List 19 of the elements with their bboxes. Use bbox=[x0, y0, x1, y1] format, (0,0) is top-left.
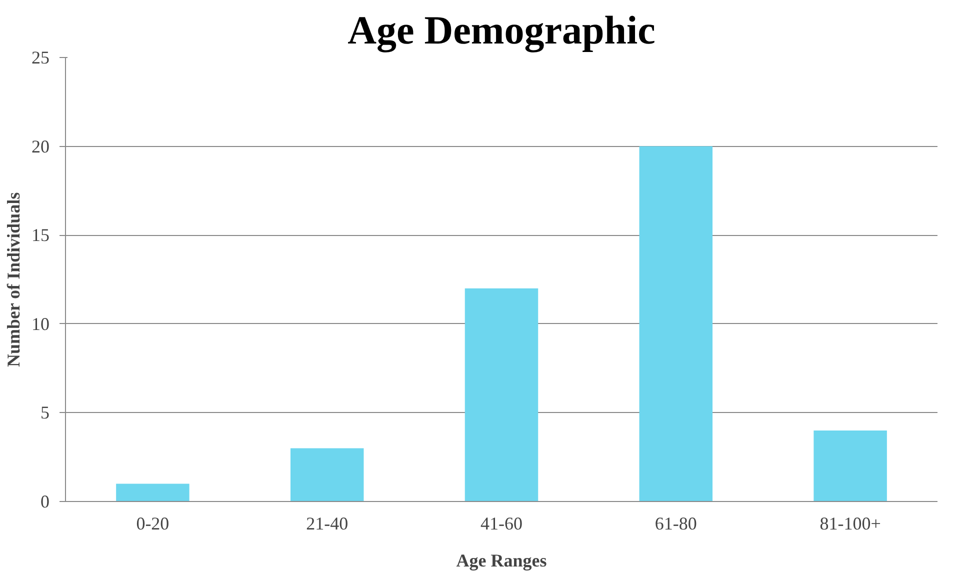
bar bbox=[464, 288, 538, 502]
chart-title: Age Demographic bbox=[348, 8, 656, 52]
x-tick-label: 21-40 bbox=[306, 514, 348, 534]
bar bbox=[116, 484, 190, 502]
x-tick-label: 0-20 bbox=[136, 514, 170, 534]
x-axis-title: Age Ranges bbox=[456, 550, 547, 570]
y-tick-label: 10 bbox=[32, 314, 50, 334]
y-tick-label: 15 bbox=[32, 225, 50, 246]
bar bbox=[639, 146, 713, 502]
y-tick-label: 0 bbox=[40, 492, 50, 512]
y-axis-title: Number of Individuals bbox=[4, 192, 24, 368]
x-tick-label: 61-80 bbox=[654, 514, 697, 534]
x-tick-label: 81-100+ bbox=[820, 514, 881, 534]
y-tick-label: 25 bbox=[32, 48, 50, 68]
y-tick-label: 20 bbox=[32, 136, 50, 156]
bar bbox=[814, 430, 887, 502]
y-tick-label: 5 bbox=[40, 402, 50, 423]
x-tick-label: 41-60 bbox=[480, 514, 523, 534]
bar bbox=[290, 448, 364, 502]
